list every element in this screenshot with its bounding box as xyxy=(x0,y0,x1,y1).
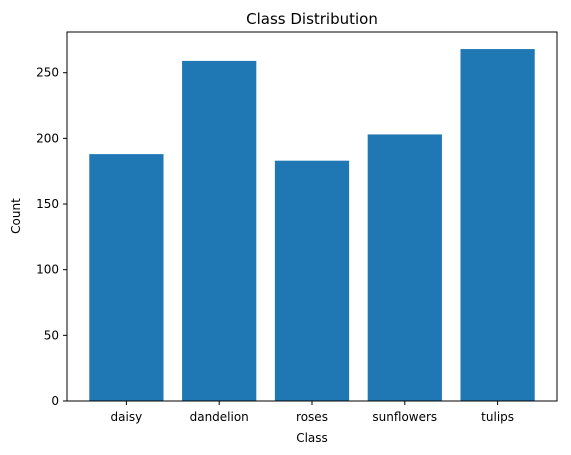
x-axis-ticks: daisy dandelion roses sunflowers tulips xyxy=(111,401,514,424)
y-axis-label: Count xyxy=(9,198,23,234)
bar-sunflowers xyxy=(367,134,442,401)
chart-title: Class Distribution xyxy=(246,10,378,28)
y-tick-label-250: 250 xyxy=(36,66,59,80)
x-tick-label-tulips: tulips xyxy=(481,410,514,424)
x-axis-label: Class xyxy=(296,431,328,445)
y-tick-label-0: 0 xyxy=(51,394,59,408)
bar-tulips xyxy=(460,49,535,402)
y-axis-ticks: 0 50 100 150 200 250 xyxy=(36,66,67,408)
x-tick-label-daisy: daisy xyxy=(111,410,143,424)
bar-daisy xyxy=(89,154,164,401)
bar-roses xyxy=(274,160,350,401)
x-tick-label-sunflowers: sunflowers xyxy=(372,410,437,424)
x-tick-label-dandelion: dandelion xyxy=(190,410,249,424)
y-tick-label-50: 50 xyxy=(44,328,59,342)
y-tick-label-150: 150 xyxy=(36,197,59,211)
bars-group xyxy=(89,49,535,402)
y-tick-label-100: 100 xyxy=(36,263,59,277)
x-tick-label-roses: roses xyxy=(296,410,328,424)
y-tick-label-200: 200 xyxy=(36,131,59,145)
bar-dandelion xyxy=(182,60,257,401)
